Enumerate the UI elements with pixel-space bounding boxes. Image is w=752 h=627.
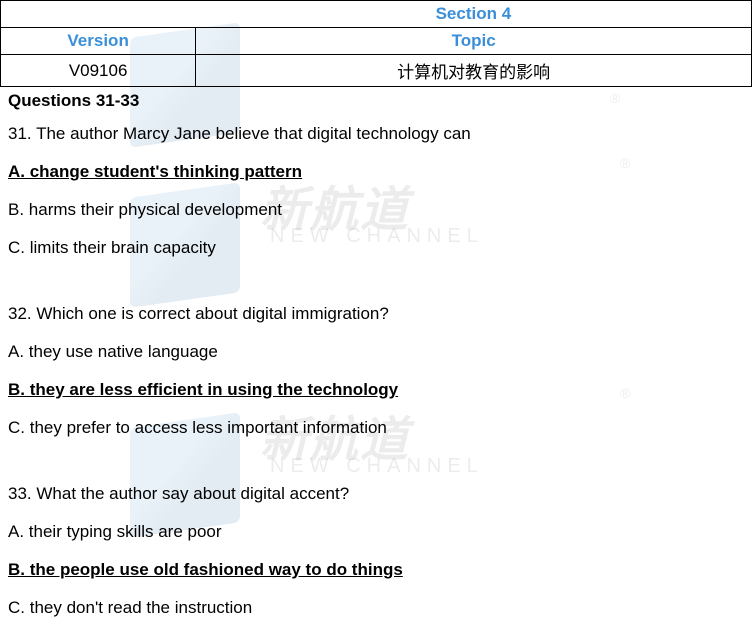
q32-option-a: A. they use native language: [0, 333, 752, 371]
topic-value: 计算机对教育的影响: [397, 63, 550, 82]
version-label: Version: [67, 31, 128, 50]
q33-prompt-text: What the author say about digital accent…: [36, 484, 349, 503]
q33-option-b: B. the people use old fashioned way to d…: [0, 551, 752, 589]
q31-option-c: C. limits their brain capacity: [0, 229, 752, 267]
q33-option-a: A. their typing skills are poor: [0, 513, 752, 551]
questions-heading: Questions 31-33: [0, 87, 752, 115]
spacer-2: [0, 447, 752, 475]
q33-option-c: C. they don't read the instruction: [0, 589, 752, 627]
header-table: Section 4 Version Topic V09106 计算机对教育的影响: [0, 0, 752, 87]
q31-prompt: 31. The author Marcy Jane believe that d…: [0, 115, 752, 153]
q32-number: 32.: [8, 304, 32, 323]
q31-prompt-text: The author Marcy Jane believe that digit…: [36, 124, 471, 143]
q31-option-b: B. harms their physical development: [0, 191, 752, 229]
version-value: V09106: [69, 61, 128, 80]
q33-number: 33.: [8, 484, 32, 503]
q32-prompt: 32. Which one is correct about digital i…: [0, 295, 752, 333]
topic-label: Topic: [452, 31, 496, 50]
section-title: Section 4: [436, 4, 512, 23]
q31-option-a: A. change student's thinking pattern: [0, 153, 752, 191]
q32-option-b: B. they are less efficient in using the …: [0, 371, 752, 409]
q31-number: 31.: [8, 124, 32, 143]
q32-option-c: C. they prefer to access less important …: [0, 409, 752, 447]
q32-prompt-text: Which one is correct about digital immig…: [36, 304, 388, 323]
q33-prompt: 33. What the author say about digital ac…: [0, 475, 752, 513]
spacer-1: [0, 267, 752, 295]
